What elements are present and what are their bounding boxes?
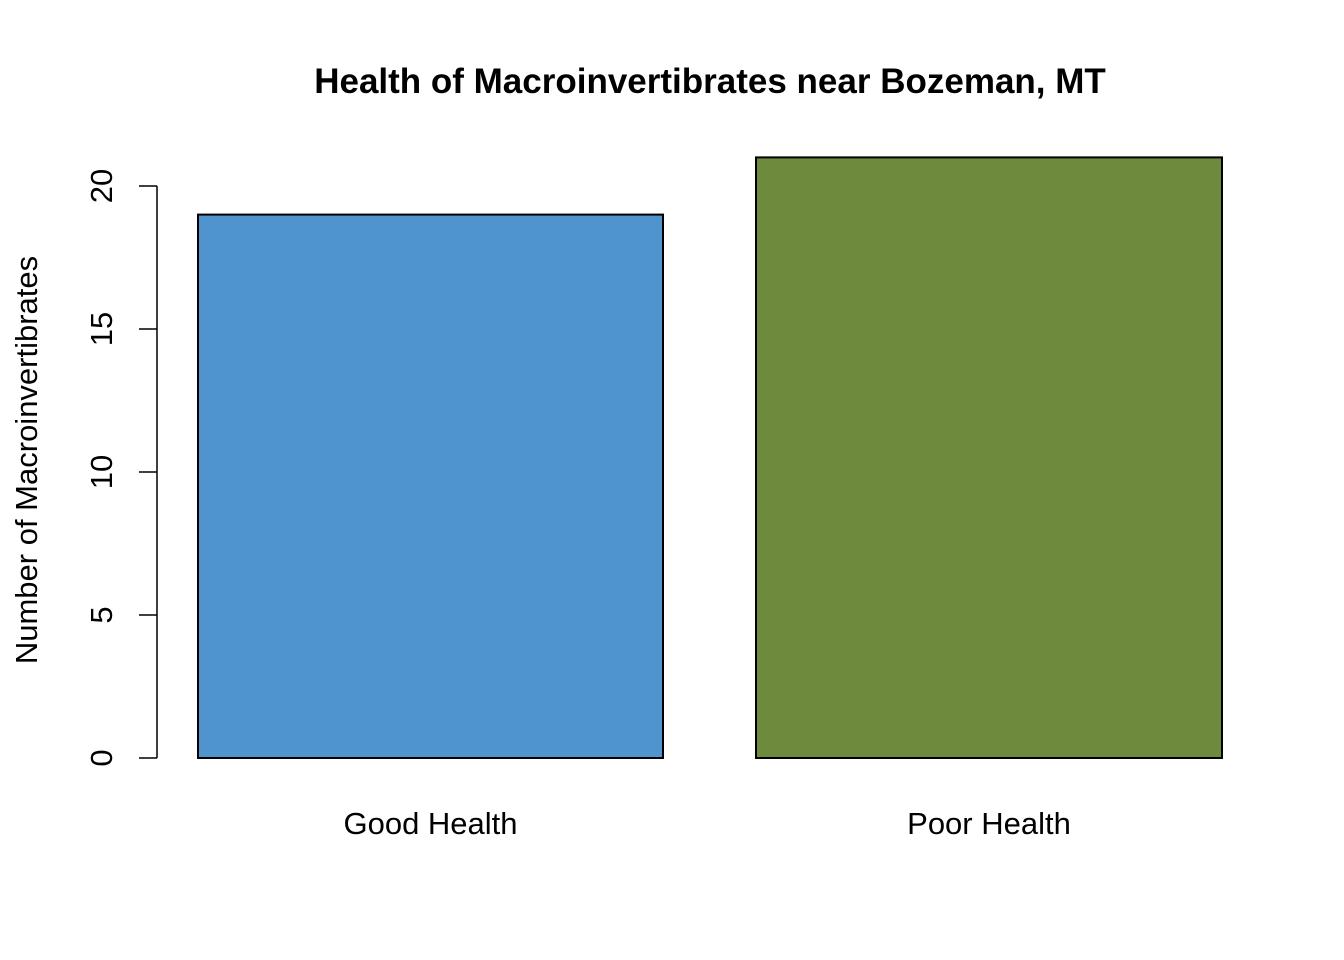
y-tick-label: 15 (84, 312, 119, 346)
x-category-label: Good Health (343, 806, 517, 841)
x-category-label: Poor Health (907, 806, 1071, 841)
category-labels: Good Health Poor Health (343, 806, 1070, 841)
chart-title: Health of Macroinvertibrates near Bozema… (314, 62, 1106, 101)
y-tick-label: 0 (84, 749, 119, 766)
y-tick-label: 10 (84, 455, 119, 489)
y-axis-label: Number of Macroinvertibrates (9, 256, 44, 664)
bar-good-health (197, 213, 664, 760)
y-axis: 0 5 10 15 20 (84, 169, 158, 767)
bar-poor-health (755, 156, 1223, 759)
bars (197, 156, 1223, 760)
y-tick-label: 20 (84, 169, 119, 203)
y-tick-label: 5 (84, 606, 119, 623)
